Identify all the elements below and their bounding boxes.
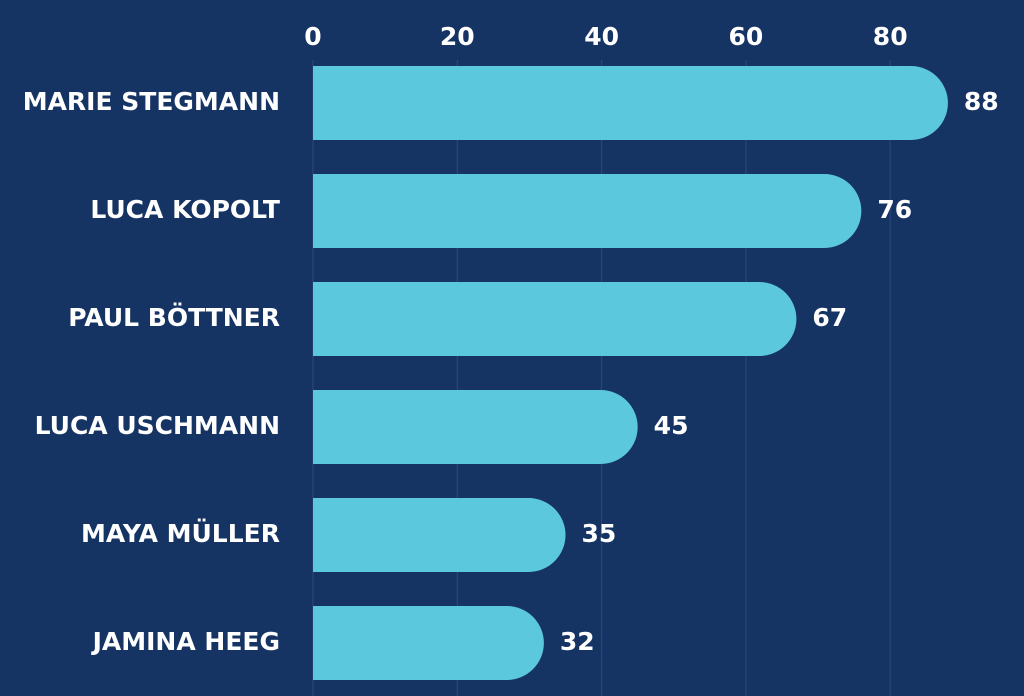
bars <box>313 66 948 680</box>
x-tick-label-40: 40 <box>584 22 619 51</box>
category-label-5: MAYA MÜLLER <box>81 518 280 548</box>
category-label-6: JAMINA HEEG <box>91 627 280 656</box>
value-label-3: 67 <box>812 303 847 332</box>
value-label-2: 76 <box>877 195 912 224</box>
x-axis-ticks: 0 20 40 60 80 <box>304 22 907 51</box>
category-label-2: LUCA KOPOLT <box>90 195 280 224</box>
value-labels: 88 76 67 45 35 32 <box>560 87 999 656</box>
bar-2 <box>313 174 862 248</box>
bar-5 <box>313 498 566 572</box>
x-tick-label-20: 20 <box>440 22 475 51</box>
bar-6 <box>313 606 544 680</box>
value-label-5: 35 <box>582 519 617 548</box>
category-label-3: PAUL BÖTTNER <box>68 302 280 332</box>
bar-4 <box>313 390 638 464</box>
category-labels: MARIE STEGMANN LUCA KOPOLT PAUL BÖTTNER LUC… <box>23 87 280 656</box>
category-label-1: MARIE STEGMANN <box>23 87 280 116</box>
x-tick-label-80: 80 <box>873 22 908 51</box>
bar-3 <box>313 282 797 356</box>
category-label-4: LUCA USCHMANN <box>35 411 280 440</box>
grid-lines <box>312 60 891 696</box>
x-tick-label-60: 60 <box>729 22 764 51</box>
value-label-4: 45 <box>654 411 689 440</box>
bar-1 <box>313 66 948 140</box>
value-label-1: 88 <box>964 87 999 116</box>
x-tick-label-0: 0 <box>304 22 321 51</box>
value-label-6: 32 <box>560 627 595 656</box>
